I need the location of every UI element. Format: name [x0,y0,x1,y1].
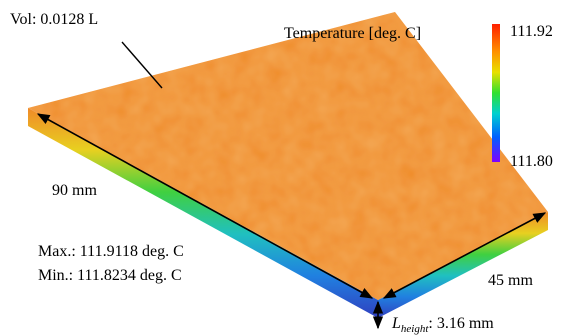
colorbar-min: 111.80 [510,153,553,170]
height-symbol: L [391,315,401,332]
colorbar-title: Temperature [deg. C] [284,25,421,42]
colorbar-max: 111.92 [510,23,553,40]
colorbar [492,24,500,162]
height-subscript: height [401,323,429,335]
width-label: 45 mm [488,272,533,289]
length-label: 90 mm [52,182,97,199]
min-label: Min.: 111.8234 deg. C [38,267,182,284]
max-label: Max.: 111.9118 deg. C [38,243,184,260]
height-label: Lheight: 3.16 mm [391,315,494,335]
volume-label: Vol: 0.0128 L [10,11,98,28]
figure: Vol: 0.0128 L 90 mm 45 mm Max.: 111.9118… [0,0,581,336]
height-value: : 3.16 mm [428,315,494,332]
